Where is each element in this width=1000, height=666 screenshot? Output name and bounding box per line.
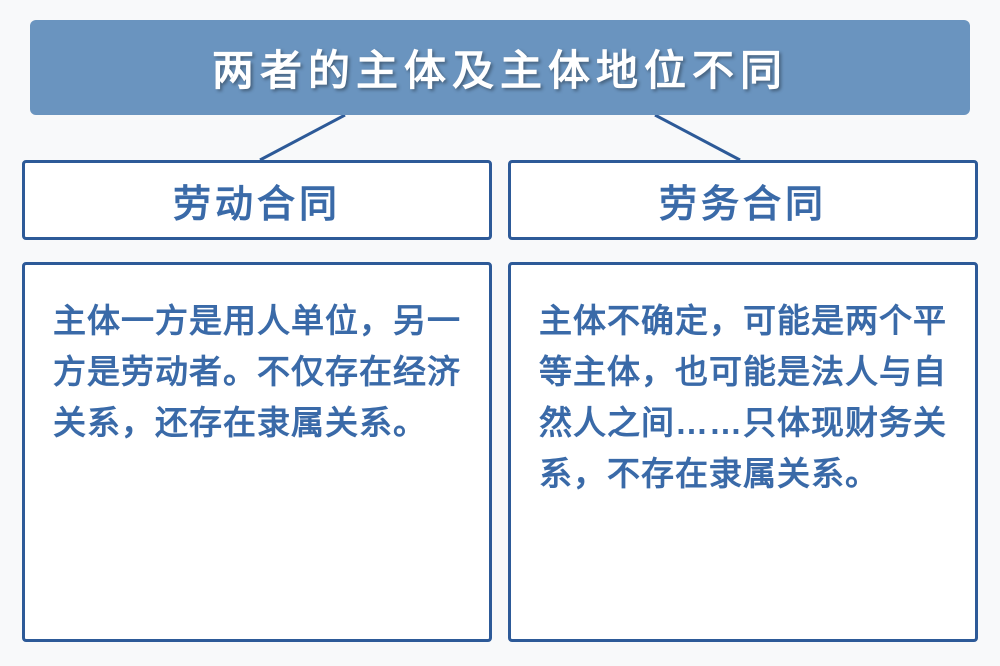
right-body-text: 主体不确定，可能是两个平等主体，也可能是法人与自然人之间……只体现财务关系，不存… [539,302,947,492]
left-column: 劳动合同 主体一方是用人单位，另一方是劳动者。不仅存在经济关系，还存在隶属关系。 [22,160,492,642]
left-label-box: 劳动合同 [22,160,492,240]
comparison-diagram: 两者的主体及主体地位不同 劳动合同 主体一方是用人单位，另一方是劳动者。不仅存在… [0,0,1000,666]
right-label-box: 劳务合同 [508,160,978,240]
right-label-text: 劳务合同 [659,173,827,228]
right-body-box: 主体不确定，可能是两个平等主体，也可能是法人与自然人之间……只体现财务关系，不存… [508,262,978,642]
title-text: 两者的主体及主体地位不同 [212,37,788,98]
right-column: 劳务合同 主体不确定，可能是两个平等主体，也可能是法人与自然人之间……只体现财务… [508,160,978,642]
left-body-text: 主体一方是用人单位，另一方是劳动者。不仅存在经济关系，还存在隶属关系。 [53,302,461,441]
title-box: 两者的主体及主体地位不同 [30,20,970,115]
left-body-box: 主体一方是用人单位，另一方是劳动者。不仅存在经济关系，还存在隶属关系。 [22,262,492,642]
left-label-text: 劳动合同 [173,173,341,228]
